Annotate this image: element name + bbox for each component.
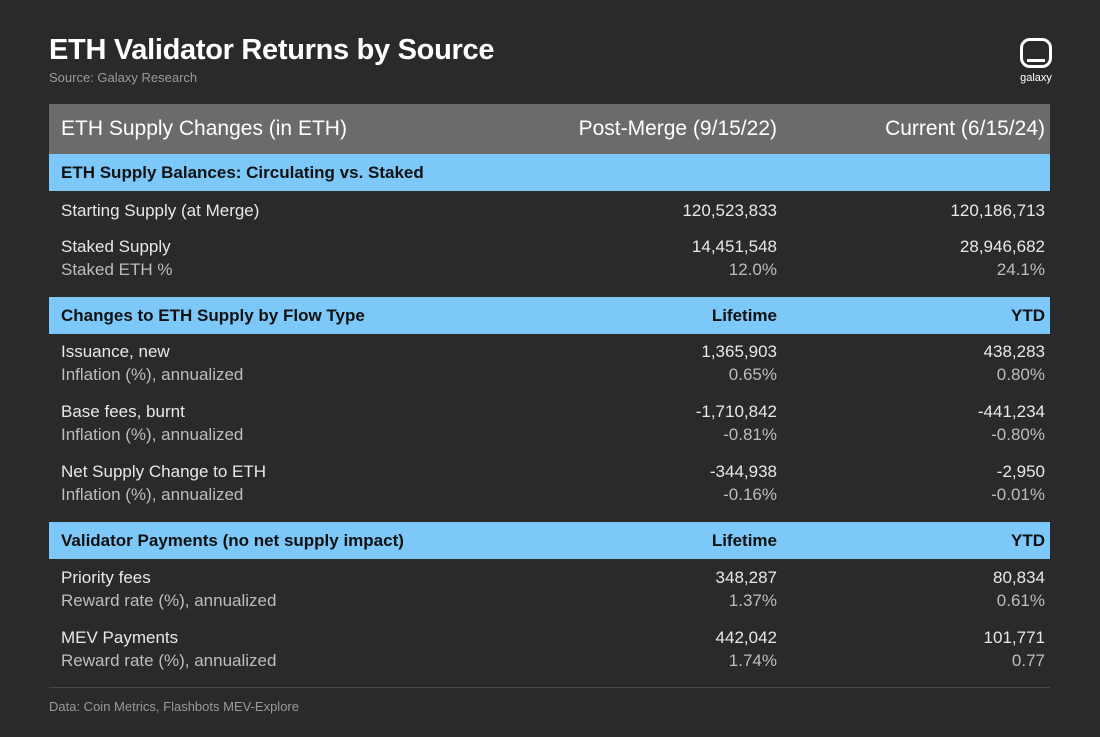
row-value-col-2: 120,523,833 <box>682 201 777 220</box>
section-title: ETH Supply Balances: Circulating vs. Sta… <box>61 162 424 182</box>
row-sublabel: Reward rate (%), annualized <box>61 591 277 610</box>
table-row: Starting Supply (at Merge) 120,523,833 1… <box>49 191 1050 235</box>
supply-table: ETH Supply Changes (in ETH) Post-Merge (… <box>49 104 1050 679</box>
table-header: ETH Supply Changes (in ETH) Post-Merge (… <box>49 104 1050 154</box>
chart-title: ETH Validator Returns by Source <box>49 34 495 66</box>
data-source-footer: Data: Coin Metrics, Flashbots MEV-Explor… <box>49 699 299 714</box>
row-sublabel: Inflation (%), annualized <box>61 365 244 384</box>
row-value-col-3: 101,771 <box>983 628 1045 647</box>
row-value-col-3: 120,186,713 <box>950 201 1045 220</box>
row-subvalue-col-3: 0.77 <box>1011 651 1045 670</box>
table-row: Staked Supply Staked ETH % 14,451,548 12… <box>49 235 1050 297</box>
row-label: Staked Supply <box>61 237 171 256</box>
table-row: MEV Payments Reward rate (%), annualized… <box>49 619 1050 679</box>
row-sublabel: Inflation (%), annualized <box>61 485 244 504</box>
section-col-3: YTD <box>1011 305 1045 325</box>
section-header: ETH Supply Balances: Circulating vs. Sta… <box>49 154 1050 191</box>
section-col-2: Lifetime <box>711 530 777 550</box>
row-value-col-2: -1,710,842 <box>695 402 777 421</box>
section-title: Validator Payments (no net supply impact… <box>61 530 404 550</box>
galaxy-logo: galaxy <box>1015 38 1057 88</box>
row-label: Issuance, new <box>61 342 170 361</box>
section-header: Validator Payments (no net supply impact… <box>49 522 1050 559</box>
row-label: Starting Supply (at Merge) <box>61 201 260 220</box>
row-value-col-3: -2,950 <box>996 462 1045 481</box>
row-subvalue-col-2: 0.65% <box>728 365 777 384</box>
galaxy-logo-text: galaxy <box>1020 72 1052 84</box>
chart-subtitle: Source: Galaxy Research <box>49 70 198 85</box>
row-subvalue-col-3: 24.1% <box>996 260 1045 279</box>
row-subvalue-col-3: -0.80% <box>991 425 1045 444</box>
row-value-col-2: 442,042 <box>715 628 777 647</box>
row-label: Net Supply Change to ETH <box>61 462 267 481</box>
section-title: Changes to ETH Supply by Flow Type <box>61 305 365 325</box>
header-col-3: Current (6/15/24) <box>885 117 1045 140</box>
table-row: Net Supply Change to ETH Inflation (%), … <box>49 454 1050 522</box>
header-col-2: Post-Merge (9/15/22) <box>578 117 777 140</box>
row-value-col-2: 14,451,548 <box>691 237 777 256</box>
row-subvalue-col-2: 1.74% <box>728 651 777 670</box>
header-col-1: ETH Supply Changes (in ETH) <box>61 117 347 140</box>
section-col-3: YTD <box>1011 530 1045 550</box>
row-subvalue-col-2: 1.37% <box>728 591 777 610</box>
row-subvalue-col-2: -0.81% <box>723 425 777 444</box>
row-value-col-3: 28,946,682 <box>959 237 1045 256</box>
row-value-col-3: -441,234 <box>977 402 1045 421</box>
row-value-col-2: -344,938 <box>709 462 777 481</box>
row-label: Base fees, burnt <box>61 402 185 421</box>
row-value-col-2: 348,287 <box>715 568 777 587</box>
row-label: Priority fees <box>61 568 151 587</box>
row-subvalue-col-2: 12.0% <box>728 260 777 279</box>
row-value-col-3: 438,283 <box>983 342 1045 361</box>
row-sublabel: Inflation (%), annualized <box>61 425 244 444</box>
row-subvalue-col-2: -0.16% <box>723 485 777 504</box>
row-value-col-3: 80,834 <box>993 568 1045 587</box>
galaxy-logo-icon <box>1020 38 1052 68</box>
table-row: Priority fees Reward rate (%), annualize… <box>49 559 1050 619</box>
row-subvalue-col-3: -0.01% <box>991 485 1045 504</box>
row-sublabel: Staked ETH % <box>61 260 173 279</box>
footer-divider <box>49 687 1050 688</box>
section-header: Changes to ETH Supply by Flow Type Lifet… <box>49 297 1050 334</box>
row-value-col-2: 1,365,903 <box>701 342 777 361</box>
section-col-2: Lifetime <box>711 305 777 325</box>
row-subvalue-col-3: 0.80% <box>996 365 1045 384</box>
table-row: Base fees, burnt Inflation (%), annualiz… <box>49 394 1050 454</box>
row-sublabel: Reward rate (%), annualized <box>61 651 277 670</box>
table-row: Issuance, new Inflation (%), annualized … <box>49 334 1050 394</box>
row-label: MEV Payments <box>61 628 179 647</box>
row-subvalue-col-3: 0.61% <box>996 591 1045 610</box>
